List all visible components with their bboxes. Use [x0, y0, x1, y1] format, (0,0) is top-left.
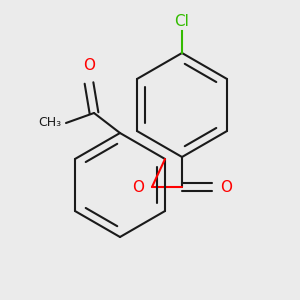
Text: CH₃: CH₃ [38, 116, 61, 130]
Text: O: O [220, 179, 232, 194]
Text: Cl: Cl [175, 14, 189, 29]
Text: O: O [83, 58, 95, 73]
Text: O: O [132, 179, 144, 194]
